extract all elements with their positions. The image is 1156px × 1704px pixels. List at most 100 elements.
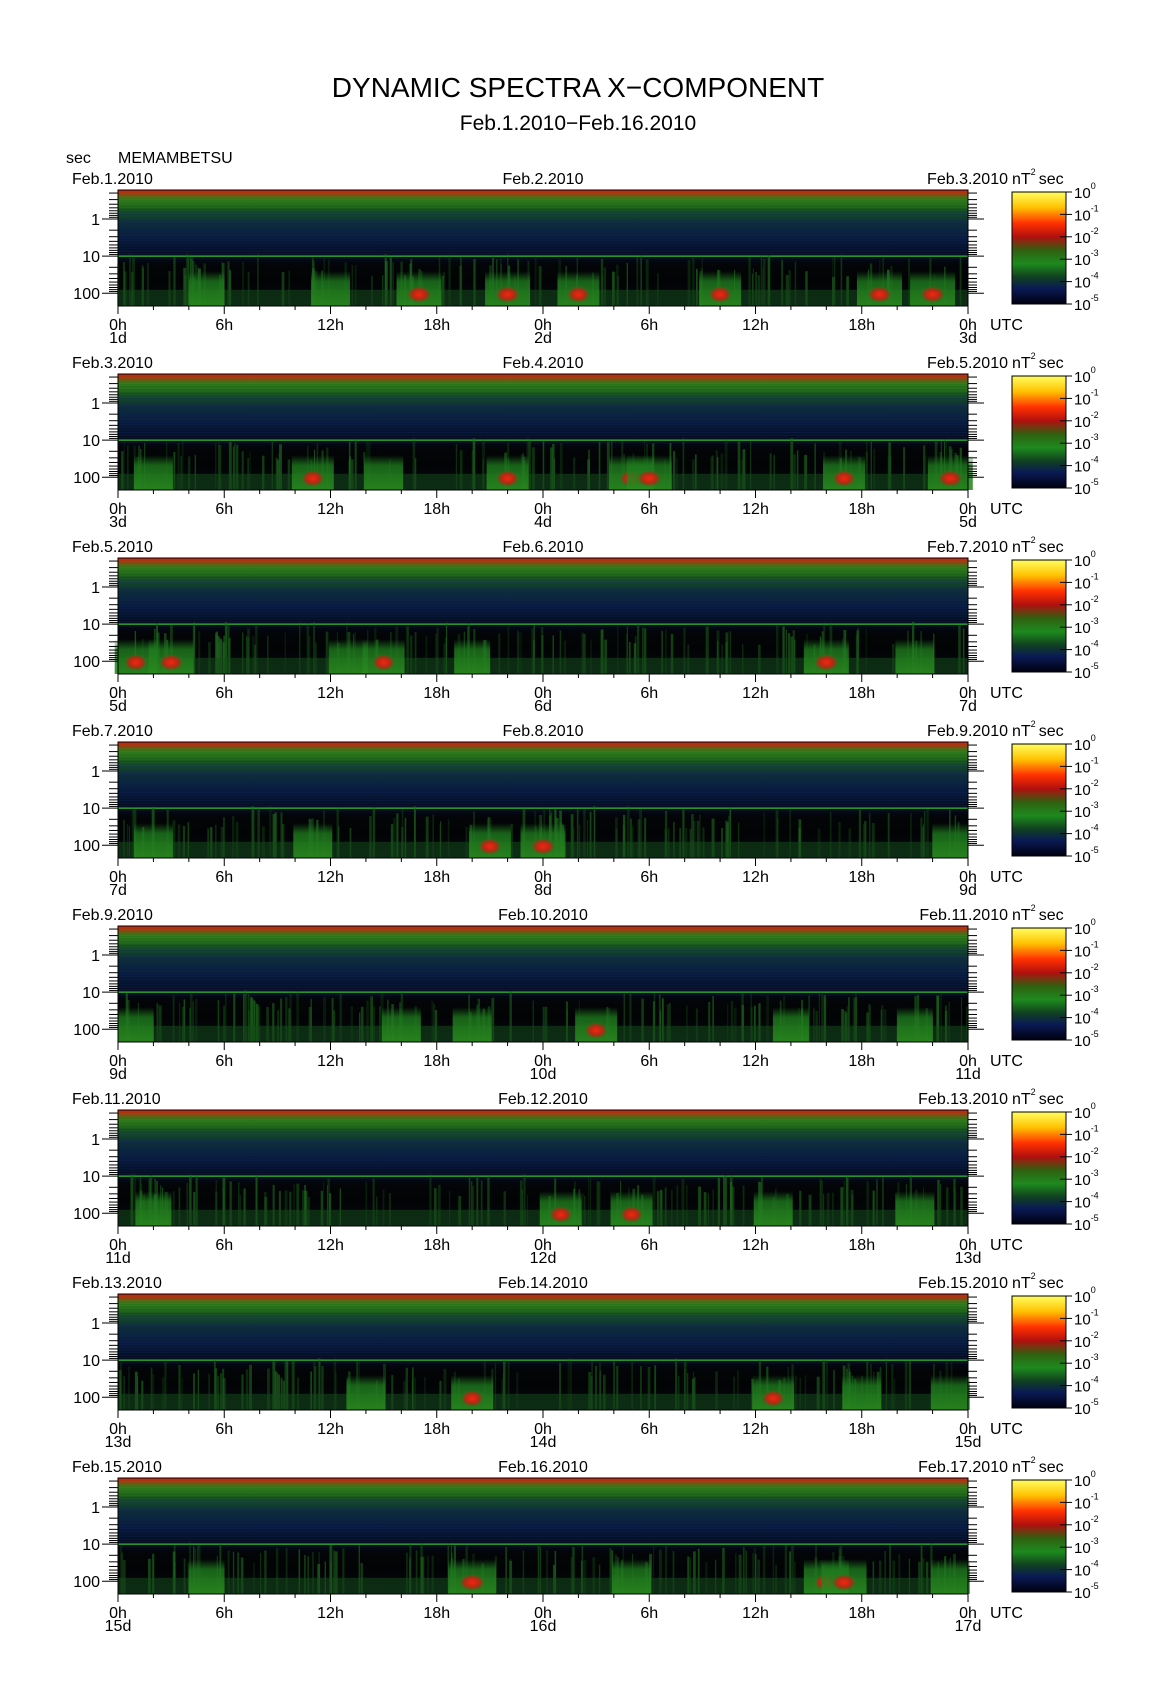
x-tick-label: 18h (848, 317, 875, 334)
event-blob (896, 1007, 933, 1042)
x-tick-label: 12h (317, 1421, 344, 1438)
colorbar-tick-base: 10 (1074, 436, 1091, 453)
colorbar-unit-tail: sec (1039, 539, 1064, 556)
y-tick-label: 100 (73, 1022, 100, 1039)
x-tick-label: 6h (215, 1053, 233, 1070)
x-tick-label: 6h (640, 1053, 658, 1070)
colorbar-tick-base: 10 (1074, 737, 1091, 754)
event-blob (117, 1007, 154, 1042)
colorbar-tick-label: 10-3 (1074, 248, 1099, 269)
x-tick-label: 0h (109, 1421, 127, 1438)
x-tick-label: 18h (848, 685, 875, 702)
y-tick-label: 100 (73, 470, 100, 487)
colorbar-unit-sup: 2 (1031, 167, 1036, 177)
panel-date-mid: Feb.16.2010 (498, 1459, 588, 1476)
spectrogram-background (118, 926, 968, 1042)
x-tick-label: 6h (215, 685, 233, 702)
colorbar-tick-label: 10-5 (1074, 1581, 1099, 1602)
low-frequency-band (118, 1393, 968, 1410)
colorbar-tick-exponent: 0 (1091, 917, 1096, 927)
colorbar-tick-exponent: -4 (1091, 1559, 1099, 1569)
x-tick-label: 0h (534, 685, 552, 702)
x-tick-label: 0h (109, 1053, 127, 1070)
colorbar-tick-exponent: -4 (1091, 1375, 1099, 1385)
colorbar-tick-exponent: -3 (1091, 1536, 1099, 1546)
y-tick-label: 10 (82, 1353, 100, 1370)
colorbar-tick-exponent: -4 (1091, 1191, 1099, 1201)
colorbar-tick-base: 10 (1074, 804, 1091, 821)
colorbar-tick-exponent: -3 (1091, 984, 1099, 994)
x-tick-label: 0h (959, 317, 977, 334)
x-tick-label: 0h (109, 1605, 127, 1622)
panel-day-left: 5d (109, 698, 127, 715)
colorbar-tick-base: 10 (1074, 620, 1091, 637)
event-blob (293, 823, 333, 858)
colorbar-tick-label: 10-1 (1074, 387, 1099, 408)
panel-day-right: 5d (959, 514, 977, 531)
y-tick-label: 100 (73, 654, 100, 671)
colorbar-tick-label: 10-3 (1074, 432, 1099, 453)
x-tick-label: 12h (317, 1053, 344, 1070)
x-tick-label: 12h (742, 317, 769, 334)
colorbar-tick-exponent: -3 (1091, 616, 1099, 626)
colorbar-tick-exponent: -3 (1091, 248, 1099, 258)
event-hotspot (619, 1205, 644, 1224)
colorbar-tick-exponent: -1 (1091, 1307, 1099, 1317)
x-tick-label: 12h (317, 1605, 344, 1622)
spectrogram-background (118, 190, 968, 306)
colorbar-tick-label: 10-2 (1074, 778, 1099, 799)
colorbar-tick-label: 10-2 (1074, 962, 1099, 983)
event-blob (346, 1375, 386, 1410)
colorbar-tick-label: 10-4 (1074, 1559, 1099, 1580)
event-hotspot (123, 653, 149, 672)
colorbar-unit-tail: sec (1039, 171, 1064, 188)
colorbar (1011, 927, 1067, 1041)
colorbar-unit-tail: sec (1039, 723, 1064, 740)
x-tick-label: 12h (742, 1421, 769, 1438)
event-hotspot (760, 1389, 786, 1408)
colorbar-tick-base: 10 (1074, 943, 1091, 960)
event-blob (364, 455, 404, 490)
event-blob (311, 271, 350, 306)
panel-date-right: Feb.7.2010 (927, 539, 1008, 556)
colorbar-unit-main: nT (1012, 539, 1031, 556)
event-blob (895, 639, 935, 674)
colorbar-tick-label: 100 (1074, 365, 1096, 386)
event-hotspot (636, 469, 663, 488)
chart-subtitle: Feb.1.2010−Feb.16.2010 (459, 112, 697, 135)
panel-date-mid: Feb.8.2010 (503, 723, 584, 740)
colorbar-tick-exponent: -2 (1091, 1514, 1099, 1524)
colorbar-tick-base: 10 (1074, 1540, 1091, 1557)
y-tick-label: 1 (91, 948, 100, 965)
panel-date-mid: Feb.10.2010 (498, 907, 588, 924)
spectrogram-panel: Feb.9.2010 Feb.10.2010 Feb.11.20101101000h… (72, 903, 1099, 1083)
panel-date-mid: Feb.14.2010 (498, 1275, 588, 1292)
x-unit-label: UTC (990, 1605, 1023, 1622)
y-tick-label: 10 (82, 801, 100, 818)
x-tick-label: 6h (640, 1237, 658, 1254)
colorbar-unit-main: nT (1012, 1275, 1031, 1292)
colorbar-tick-base: 10 (1074, 1172, 1091, 1189)
x-tick-label: 0h (534, 317, 552, 334)
x-tick-label: 12h (317, 501, 344, 518)
event-blob (772, 1007, 809, 1042)
x-tick-label: 0h (109, 317, 127, 334)
colorbar-tick-label: 10-5 (1074, 1213, 1099, 1234)
x-tick-label: 12h (742, 1053, 769, 1070)
colorbar-tick-label: 10-4 (1074, 1375, 1099, 1396)
event-blob (381, 1007, 421, 1042)
colorbar-tick-label: 10-2 (1074, 1146, 1099, 1167)
y-tick-label: 100 (73, 286, 100, 303)
colorbar-unit-main: nT (1012, 1091, 1031, 1108)
x-tick-label: 6h (215, 1605, 233, 1622)
colorbar-tick-exponent: 0 (1091, 549, 1096, 559)
low-frequency-band (118, 289, 968, 306)
x-unit-label: UTC (990, 685, 1023, 702)
y-tick-label: 1 (91, 1500, 100, 1517)
colorbar-tick-base: 10 (1074, 782, 1091, 799)
y-tick-label: 100 (73, 1390, 100, 1407)
colorbar-tick-label: 10-4 (1074, 1191, 1099, 1212)
colorbar (1011, 191, 1067, 305)
x-tick-label: 6h (640, 317, 658, 334)
x-tick-label: 0h (534, 1053, 552, 1070)
